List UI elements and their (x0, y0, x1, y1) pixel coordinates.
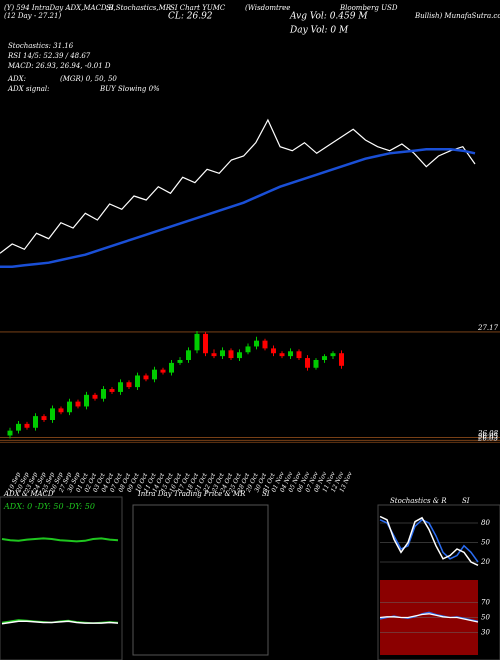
candle-body (143, 375, 149, 380)
candle-body (33, 416, 38, 428)
header-text: ADX: (7, 75, 26, 83)
panel-title: SI (262, 490, 270, 498)
header-text: SI Chart YUMC (170, 4, 226, 12)
y-tick-label: 26.03 (477, 434, 499, 442)
y-tick-label: 50 (481, 614, 490, 622)
candle-body (58, 408, 64, 413)
series-line (1, 620, 119, 625)
header-text: CL: 26.92 (168, 12, 213, 22)
candle-body (245, 346, 251, 353)
panel-title: SI (462, 497, 470, 505)
header-text: (MGR) 0, 50, 50 (60, 75, 117, 83)
y-tick-label: 50 (481, 539, 490, 547)
candle-body (237, 352, 242, 359)
y-tick-label: 26.05 (477, 432, 499, 440)
candle-body (254, 340, 259, 347)
candle-body (50, 408, 55, 420)
series-line (379, 515, 479, 566)
candle-body (118, 382, 123, 392)
candle-body (194, 333, 200, 351)
intraday-panel (132, 504, 269, 656)
candle-body (16, 423, 21, 431)
candle-body (228, 350, 234, 359)
header-text: Stochastics: 31.16 (8, 42, 74, 50)
candle-body (339, 353, 344, 366)
y-tick-label: 20 (480, 558, 490, 566)
y-tick-label: 27.17 (477, 324, 499, 332)
candle-body (84, 394, 89, 407)
candle-body (296, 351, 302, 359)
header-text: SI,Stochastics,MR (106, 4, 172, 12)
candle-body (271, 348, 276, 354)
header-text: (Wisdomtree (245, 4, 290, 12)
header-text: (12 Day - 27.21) (4, 12, 61, 20)
header-text: Bullish) MunafaSutra.com (414, 12, 500, 20)
candle-body (322, 356, 327, 360)
y-tick-label: 70 (481, 599, 490, 607)
header-text: (Y) 594 IntraDay ADX,MACD,B (4, 4, 114, 12)
candle-body (75, 401, 81, 407)
candle-body (177, 360, 183, 363)
candle-body (152, 369, 157, 380)
candle-body (211, 353, 217, 357)
y-tick-label: 26.08 (477, 429, 499, 437)
series-line (0, 148, 476, 268)
candle-body (101, 389, 106, 399)
series-line (379, 613, 479, 623)
candle-body (220, 350, 225, 357)
y-tick-label: 30 (481, 629, 490, 637)
candle-body (135, 375, 140, 388)
header-text: MACD: 26.93, 26.94, -0.01 D (7, 62, 111, 70)
candle-body (313, 360, 319, 368)
header-text: BUY Slowing 0% (99, 85, 160, 93)
header-text: ADX signal: (7, 85, 49, 93)
panel-title: ADX & MACD (3, 490, 54, 498)
candle-body (169, 362, 174, 373)
series-line (379, 518, 479, 563)
candle-body (109, 389, 115, 392)
candle-body (160, 369, 166, 373)
candle-body (262, 340, 268, 349)
candle-body (279, 353, 285, 357)
candle-body (126, 382, 132, 388)
candle-body (41, 416, 47, 420)
panel-title: Stochastics & R (390, 497, 447, 505)
header-text: Day Vol: 0 M (289, 26, 349, 36)
candle-body (67, 401, 72, 413)
header-text: Bloomberg USD (339, 4, 398, 12)
candle-body (186, 350, 191, 360)
candle-body (305, 358, 310, 368)
candle-body (203, 333, 208, 354)
adx-panel (0, 496, 123, 660)
candle-body (24, 423, 30, 428)
panel-title: Intra Day Trading Price & MR (137, 490, 246, 498)
candle-body (330, 353, 336, 357)
candle-body (288, 351, 293, 357)
header-text: RSI 14/5: 52.39 / 48.67 (7, 52, 91, 60)
header-text: Avg Vol: 0.459 M (289, 12, 368, 22)
series-line (1, 537, 119, 543)
panel-label: ADX: 0 -DY: 50 -DY: 50 (3, 502, 95, 511)
candle-body (7, 430, 13, 436)
y-tick-label: 80 (481, 519, 490, 527)
candle-body (92, 394, 98, 399)
series-line (0, 118, 476, 254)
